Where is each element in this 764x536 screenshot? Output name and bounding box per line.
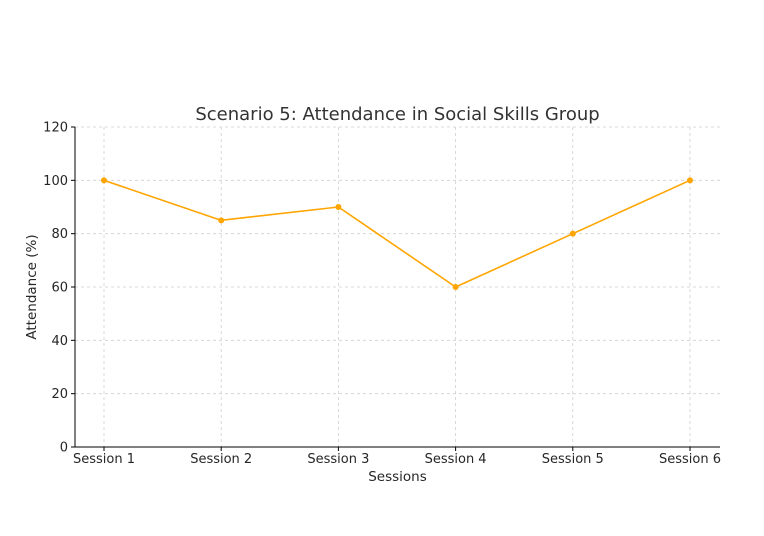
x-tick-label: Session 3 (307, 452, 369, 467)
y-tick-label: 120 (43, 121, 68, 136)
data-point (452, 284, 459, 290)
grid (75, 126, 720, 448)
series (101, 177, 693, 290)
x-tick-label: Session 1 (73, 452, 135, 467)
data-point (687, 177, 693, 184)
y-tick-label: 60 (51, 281, 68, 296)
x-axis-label: Sessions (368, 469, 427, 485)
data-point (101, 177, 107, 184)
y-tick-label: 0 (60, 441, 68, 456)
y-tick-label: 20 (51, 387, 68, 402)
x-tick-label: Session 2 (190, 452, 252, 467)
y-tick-label: 40 (51, 334, 68, 349)
series-line (103, 179, 691, 288)
y-tick-label: 100 (43, 174, 68, 189)
x-tick-label: Session 6 (659, 452, 721, 467)
chart-title: Scenario 5: Attendance in Social Skills … (195, 104, 599, 125)
data-point (218, 217, 225, 224)
y-axis-ticks: 0 20 40 60 80 100 120 (43, 121, 75, 456)
y-axis-label: Attendance (%) (24, 234, 40, 339)
data-point (335, 204, 342, 210)
x-tick-label: Session 4 (425, 452, 487, 467)
y-tick-label: 80 (51, 227, 68, 242)
x-axis-ticks: Session 1 Session 2 Session 3 Session 4 Sess… (73, 447, 721, 467)
data-point (569, 230, 576, 237)
x-tick-label: Session 5 (542, 452, 604, 467)
